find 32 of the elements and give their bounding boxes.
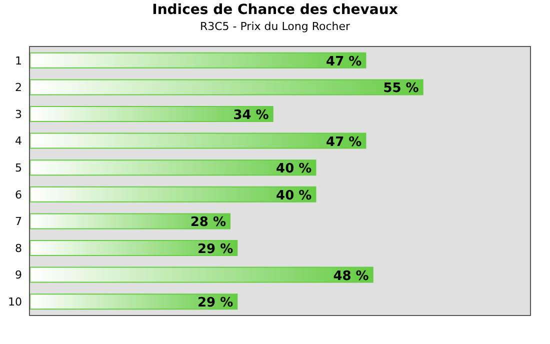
chart-title: Indices de Chance des chevaux [151,2,399,18]
y-tick-label: 10 [8,296,22,309]
y-tick-label: 9 [15,268,22,282]
bar [30,294,238,310]
data-label: 40 % [276,188,312,204]
y-tick-label: 5 [15,162,22,175]
data-label: 47 % [326,134,362,150]
bar [30,52,366,68]
y-tick-label: 2 [15,81,22,94]
bar [30,79,424,96]
data-label: 29 % [197,296,234,311]
data-label: 29 % [197,242,234,257]
data-label: 55 % [383,81,419,96]
bar [30,186,316,202]
bar [30,213,230,230]
y-tick-label: 6 [15,188,22,202]
bar [30,160,316,176]
data-label: 34 % [233,108,269,123]
bar [30,240,238,256]
data-label: 47 % [326,54,362,70]
y-tick-label: 3 [15,108,22,121]
y-tick-label: 4 [15,134,22,148]
y-tick-label: 1 [15,54,22,68]
bar [30,132,366,149]
y-tick-label: 7 [15,215,22,228]
y-tick-label: 8 [15,242,22,255]
data-label: 40 % [276,162,312,177]
bar [30,266,374,283]
bar [30,106,274,122]
chart-subtitle: R3C5 - Prix du Long Rocher [198,20,352,33]
data-label: 48 % [333,268,369,284]
data-label: 28 % [190,215,226,230]
